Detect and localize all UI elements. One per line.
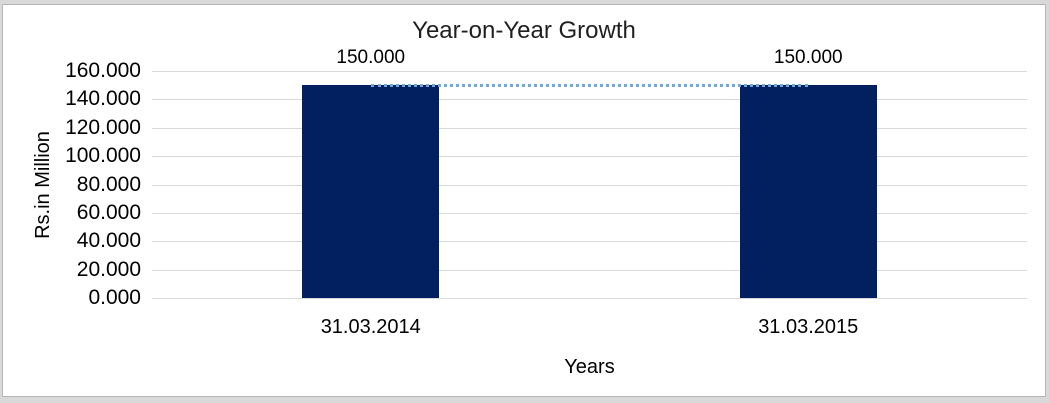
bar-value-label: 150.000: [773, 47, 843, 69]
y-tick-label: 40.000: [76, 229, 141, 253]
y-tick-label: 120.000: [65, 115, 141, 139]
gridline: [152, 212, 1027, 214]
bar: [302, 85, 440, 298]
y-tick-label: 60.000: [76, 200, 141, 224]
gridline: [152, 298, 1027, 299]
trend-dotted-line: [370, 84, 809, 88]
y-tick-label: 100.000: [65, 144, 141, 168]
chart-title: Year-on-Year Growth: [412, 17, 636, 44]
x-category-label: 31.03.2014: [320, 316, 421, 338]
gridline: [152, 127, 1027, 129]
gridline: [152, 269, 1027, 271]
y-tick-label: 0.000: [88, 286, 141, 309]
gridline: [152, 71, 1027, 72]
bar: [739, 85, 877, 298]
gridline: [152, 99, 1027, 101]
y-tick-label: 80.000: [76, 172, 141, 196]
x-axis-title: Years: [564, 356, 615, 378]
gridline: [152, 241, 1027, 243]
bar-value-label: 150.000: [336, 47, 406, 69]
gridline: [152, 156, 1027, 158]
x-category-label: 31.03.2015: [758, 316, 859, 338]
chart-frame: Year-on-Year Growth Rs.in Million 150.00…: [2, 4, 1046, 397]
plot-area: 150.000 150.000: [152, 47, 1027, 299]
y-tick-label: 140.000: [65, 87, 141, 111]
gridline: [152, 184, 1027, 186]
y-tick-label: 20.000: [76, 257, 141, 281]
y-tick-label: 160.000: [65, 59, 141, 82]
